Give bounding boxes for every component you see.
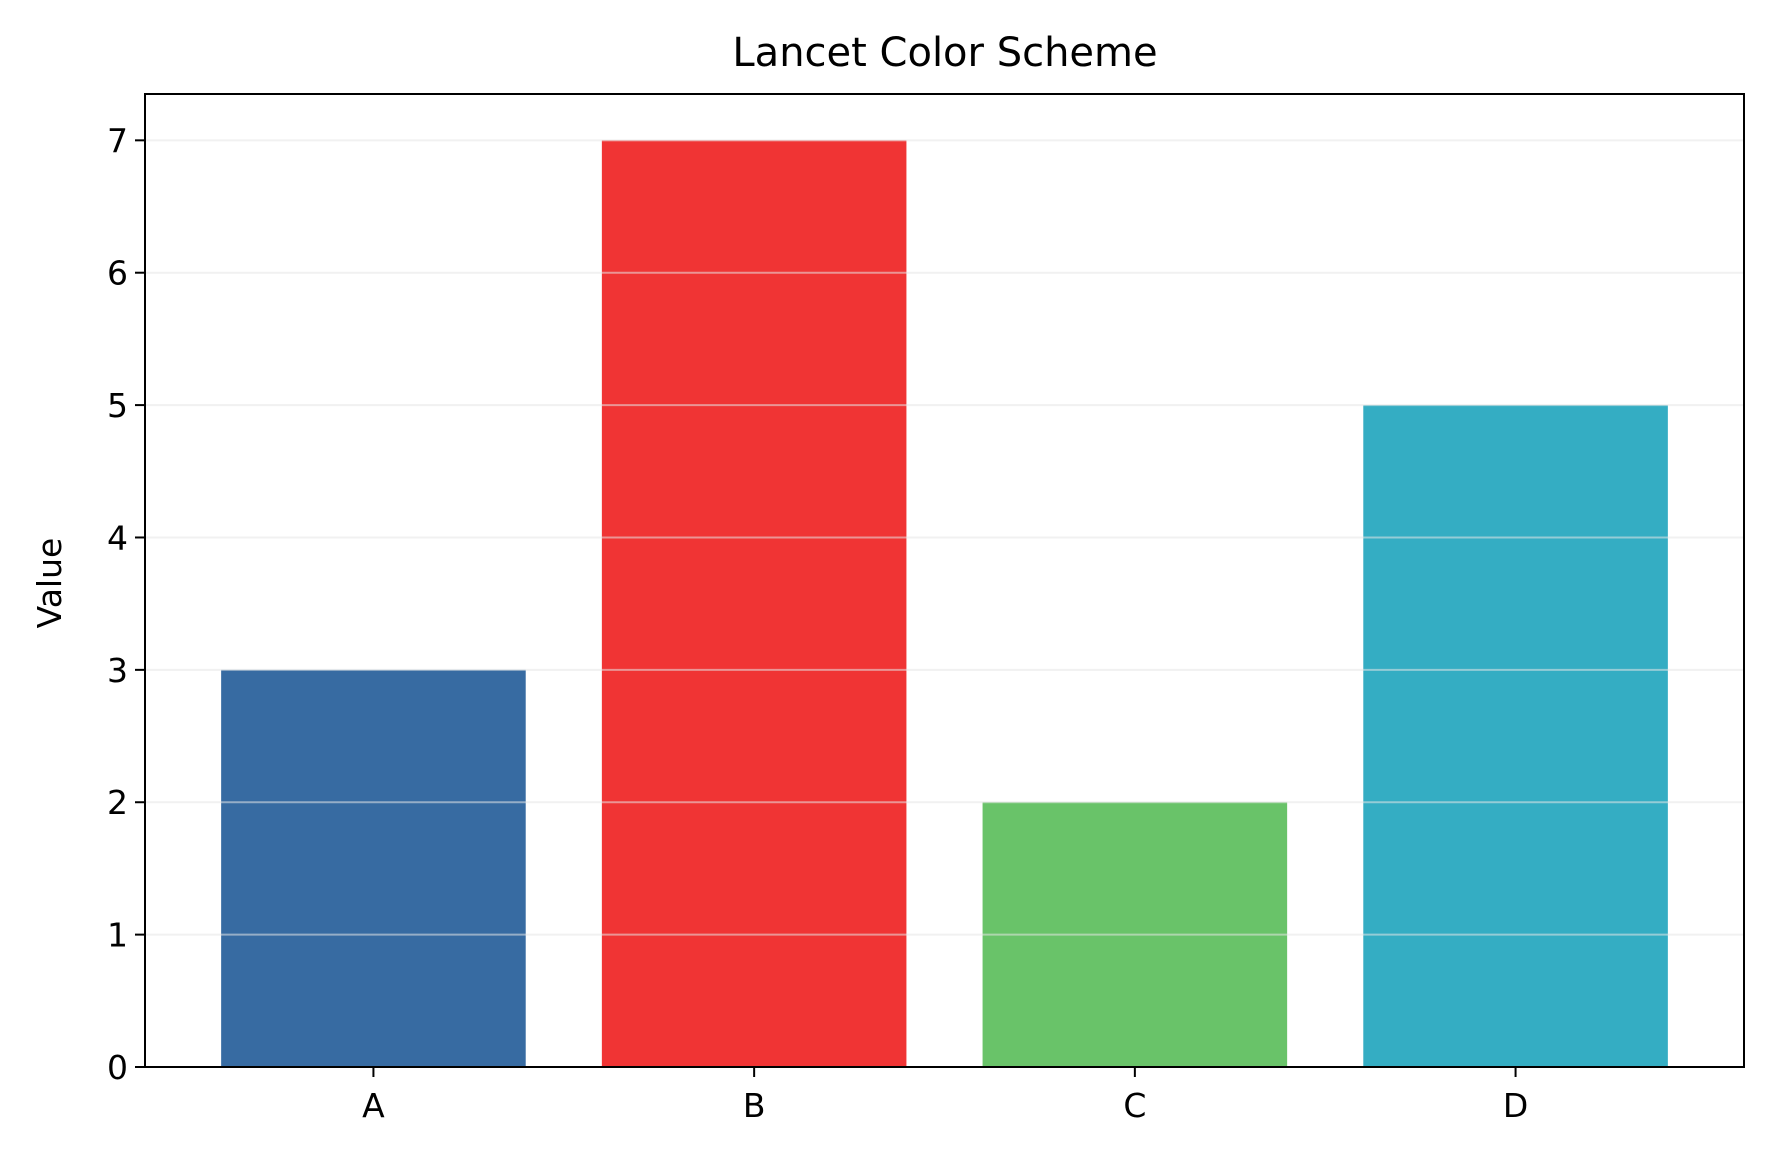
y-tick-label-5: 5 (107, 386, 128, 425)
y-tick-label-6: 6 (107, 254, 128, 293)
y-axis-label: Value (30, 538, 69, 629)
x-axis-ticks: A B C D (362, 1067, 1528, 1125)
chart-title: Lancet Color Scheme (732, 30, 1157, 76)
plot-frame (144, 93, 1745, 1068)
y-tick-label-3: 3 (107, 651, 128, 690)
x-tick-label-A: A (362, 1086, 385, 1125)
y-tick-label-2: 2 (107, 783, 128, 822)
bars-layer (221, 140, 1668, 1068)
x-tick-label-B: B (743, 1086, 766, 1125)
y-tick-label-1: 1 (107, 916, 128, 955)
y-tick-label-0: 0 (107, 1048, 128, 1087)
y-tick-label-7: 7 (107, 121, 128, 160)
y-axis-ticks: 0 1 2 3 4 5 6 7 (107, 121, 145, 1087)
bar-D (1363, 405, 1668, 1068)
y-tick-label-4: 4 (107, 518, 128, 557)
bar-B (601, 140, 907, 1068)
grid-layer (145, 139, 1744, 936)
x-tick-label-D: D (1503, 1086, 1528, 1125)
x-tick-label-C: C (1123, 1086, 1146, 1125)
bar-A (221, 669, 526, 1067)
